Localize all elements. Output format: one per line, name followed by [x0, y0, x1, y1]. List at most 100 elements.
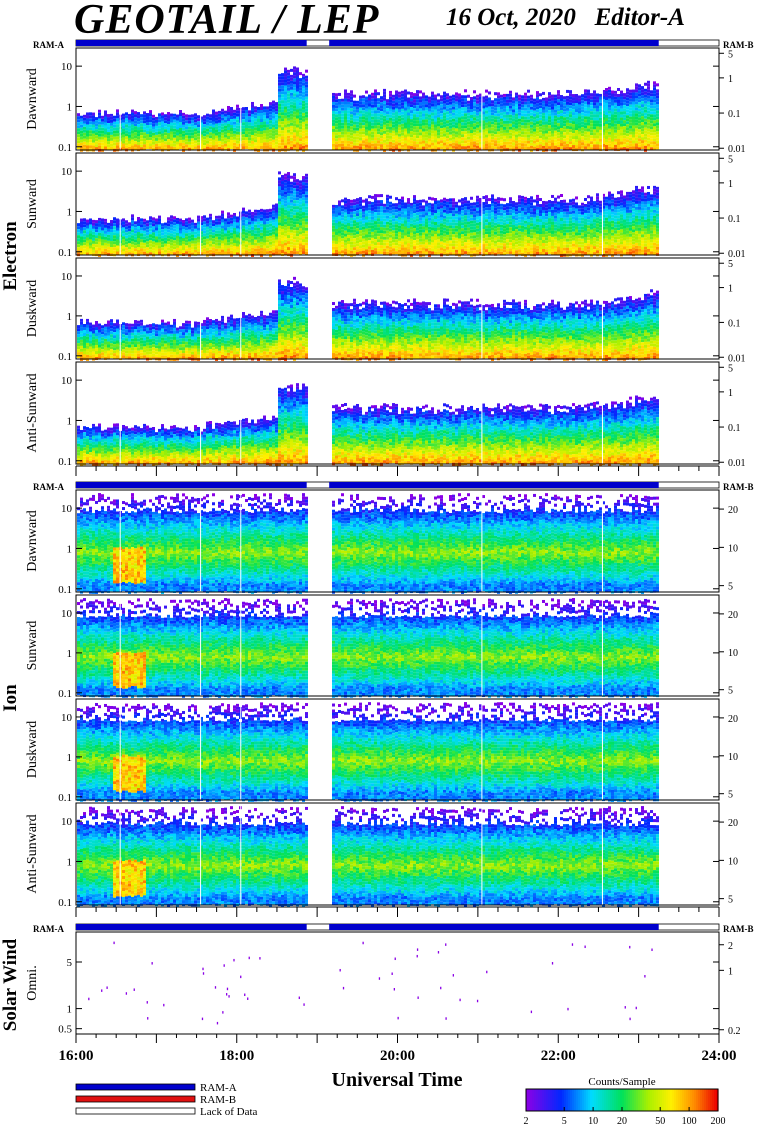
panel-label: Sunward: [25, 179, 40, 229]
colorbar: Counts/Sample 2 5 10 20 50 100 200: [524, 1076, 726, 1127]
left-tick-label: 1: [67, 415, 73, 427]
right-tick-label: 1: [728, 74, 733, 85]
colorbar-tick-label: 100: [682, 1116, 697, 1127]
ram-a-bar: [76, 924, 307, 930]
colorbar-tick-label: 20: [617, 1116, 627, 1127]
left-tick-label: 0.1: [58, 584, 72, 596]
left-tick-label: 1: [67, 543, 73, 555]
left-tick-label: 10: [61, 166, 73, 178]
left-tick-label: 10: [61, 61, 73, 73]
legend-entry: RAM-A: [200, 1082, 237, 1094]
legend-swatch: [76, 1108, 195, 1114]
panel-label: Anti-Sunward: [25, 373, 40, 452]
left-tick-label: 5: [67, 957, 73, 969]
right-tick-label: 0.1: [728, 109, 741, 120]
left-tick-label: 1: [67, 101, 73, 113]
x-tick-label: 16:00: [59, 1048, 94, 1064]
right-tick-label: 1: [728, 179, 733, 190]
right-tick-label: 10: [728, 543, 738, 554]
ram-a-bar: [76, 40, 307, 46]
ram-a-bar: [329, 482, 659, 488]
left-tick-label: 1: [67, 648, 73, 660]
panel-label: Anti-Sunward: [25, 814, 40, 893]
left-tick-label: 10: [61, 375, 73, 387]
colorbar-tick-label: 200: [711, 1116, 726, 1127]
right-tick-label: 0.1: [728, 318, 741, 329]
ram-b-label: RAM-B: [723, 482, 754, 492]
right-tick-label: 5: [728, 49, 733, 60]
left-tick-label: 0.5: [58, 1024, 72, 1036]
panel-label: Omni.: [25, 965, 40, 1000]
left-tick-label: 1: [67, 311, 73, 323]
panel-label: Dawnward: [25, 68, 40, 129]
panel-label: Duskward: [25, 280, 40, 338]
right-tick-label: 0.1: [728, 423, 741, 434]
left-tick-label: 0.1: [58, 792, 72, 804]
right-tick-label: 20: [728, 505, 738, 516]
legend-swatch: [76, 1084, 195, 1090]
left-tick-label: 1: [67, 856, 73, 868]
panel-solar-wind-omni.: 5 1 0.5 2 1 0.2 Omni.: [25, 932, 741, 1037]
time-tick-row-1: [76, 907, 719, 917]
legend-entry: Lack of Data: [200, 1106, 258, 1118]
left-tick-label: 0.1: [58, 688, 72, 700]
ram-a-bar: [329, 924, 659, 930]
colorbar-tick-label: 5: [562, 1116, 567, 1127]
right-tick-label: 0.2: [728, 1026, 741, 1037]
right-tick-label: 5: [728, 259, 733, 270]
left-tick-label: 10: [61, 271, 73, 283]
right-tick-label: 5: [728, 154, 733, 165]
legend-swatch: [76, 1096, 195, 1102]
colorbar-tick-label: 50: [655, 1116, 665, 1127]
x-axis-label: Universal Time: [332, 1069, 463, 1091]
group-label: Solar Wind: [0, 938, 21, 1031]
right-tick-label: 0.1: [728, 214, 741, 225]
x-tick-label: 20:00: [380, 1048, 415, 1064]
right-tick-label: 20: [728, 714, 738, 725]
right-tick-label: 10: [728, 856, 738, 867]
right-tick-label: 5: [728, 895, 733, 906]
ram-a-label: RAM-A: [33, 40, 64, 50]
right-tick-label: 1: [728, 388, 733, 399]
right-tick-label: 0.01: [728, 458, 746, 469]
ram-a-bar: [329, 40, 659, 46]
right-tick-label: 5: [728, 582, 733, 593]
right-tick-label: 10: [728, 752, 738, 763]
left-tick-label: 1: [67, 1004, 73, 1016]
right-tick-label: 1: [728, 966, 733, 977]
legend-entry: RAM-B: [200, 1094, 236, 1106]
ram-a-bar: [76, 482, 307, 488]
colorbar-tick-label: 10: [588, 1116, 598, 1127]
right-tick-label: 20: [728, 610, 738, 621]
group-label: Ion: [0, 684, 21, 712]
left-tick-label: 0.1: [58, 142, 72, 154]
left-tick-label: 0.1: [58, 351, 72, 363]
right-tick-label: 2: [728, 941, 733, 952]
left-tick-label: 0.1: [58, 456, 72, 468]
time-tick-row-0: [76, 466, 719, 476]
ram-b-label: RAM-B: [723, 924, 754, 934]
x-tick-label: 18:00: [219, 1048, 254, 1064]
left-tick-label: 10: [61, 712, 73, 724]
left-tick-label: 10: [61, 816, 73, 828]
left-tick-label: 1: [67, 206, 73, 218]
colorbar-tick-label: 2: [524, 1116, 529, 1127]
right-tick-label: 1: [728, 284, 733, 295]
left-tick-label: 0.1: [58, 897, 72, 909]
panel-electron-anti-sunward: 10 1 0.1 5 1 0.1 0.01 Anti-Sunward: [25, 362, 746, 469]
panel-label: Duskward: [25, 721, 40, 779]
left-tick-label: 10: [61, 608, 73, 620]
group-label: Electron: [0, 221, 21, 291]
right-tick-label: 5: [728, 363, 733, 374]
spectrogram-figure: RAM-A RAM-B1010.1510.10.01Dawnward1010.15…: [0, 0, 762, 1128]
right-tick-label: 5: [728, 686, 733, 697]
left-tick-label: 1: [67, 752, 73, 764]
colorbar-title: Counts/Sample: [588, 1076, 655, 1088]
ram-a-label: RAM-A: [33, 482, 64, 492]
right-tick-label: 10: [728, 648, 738, 659]
